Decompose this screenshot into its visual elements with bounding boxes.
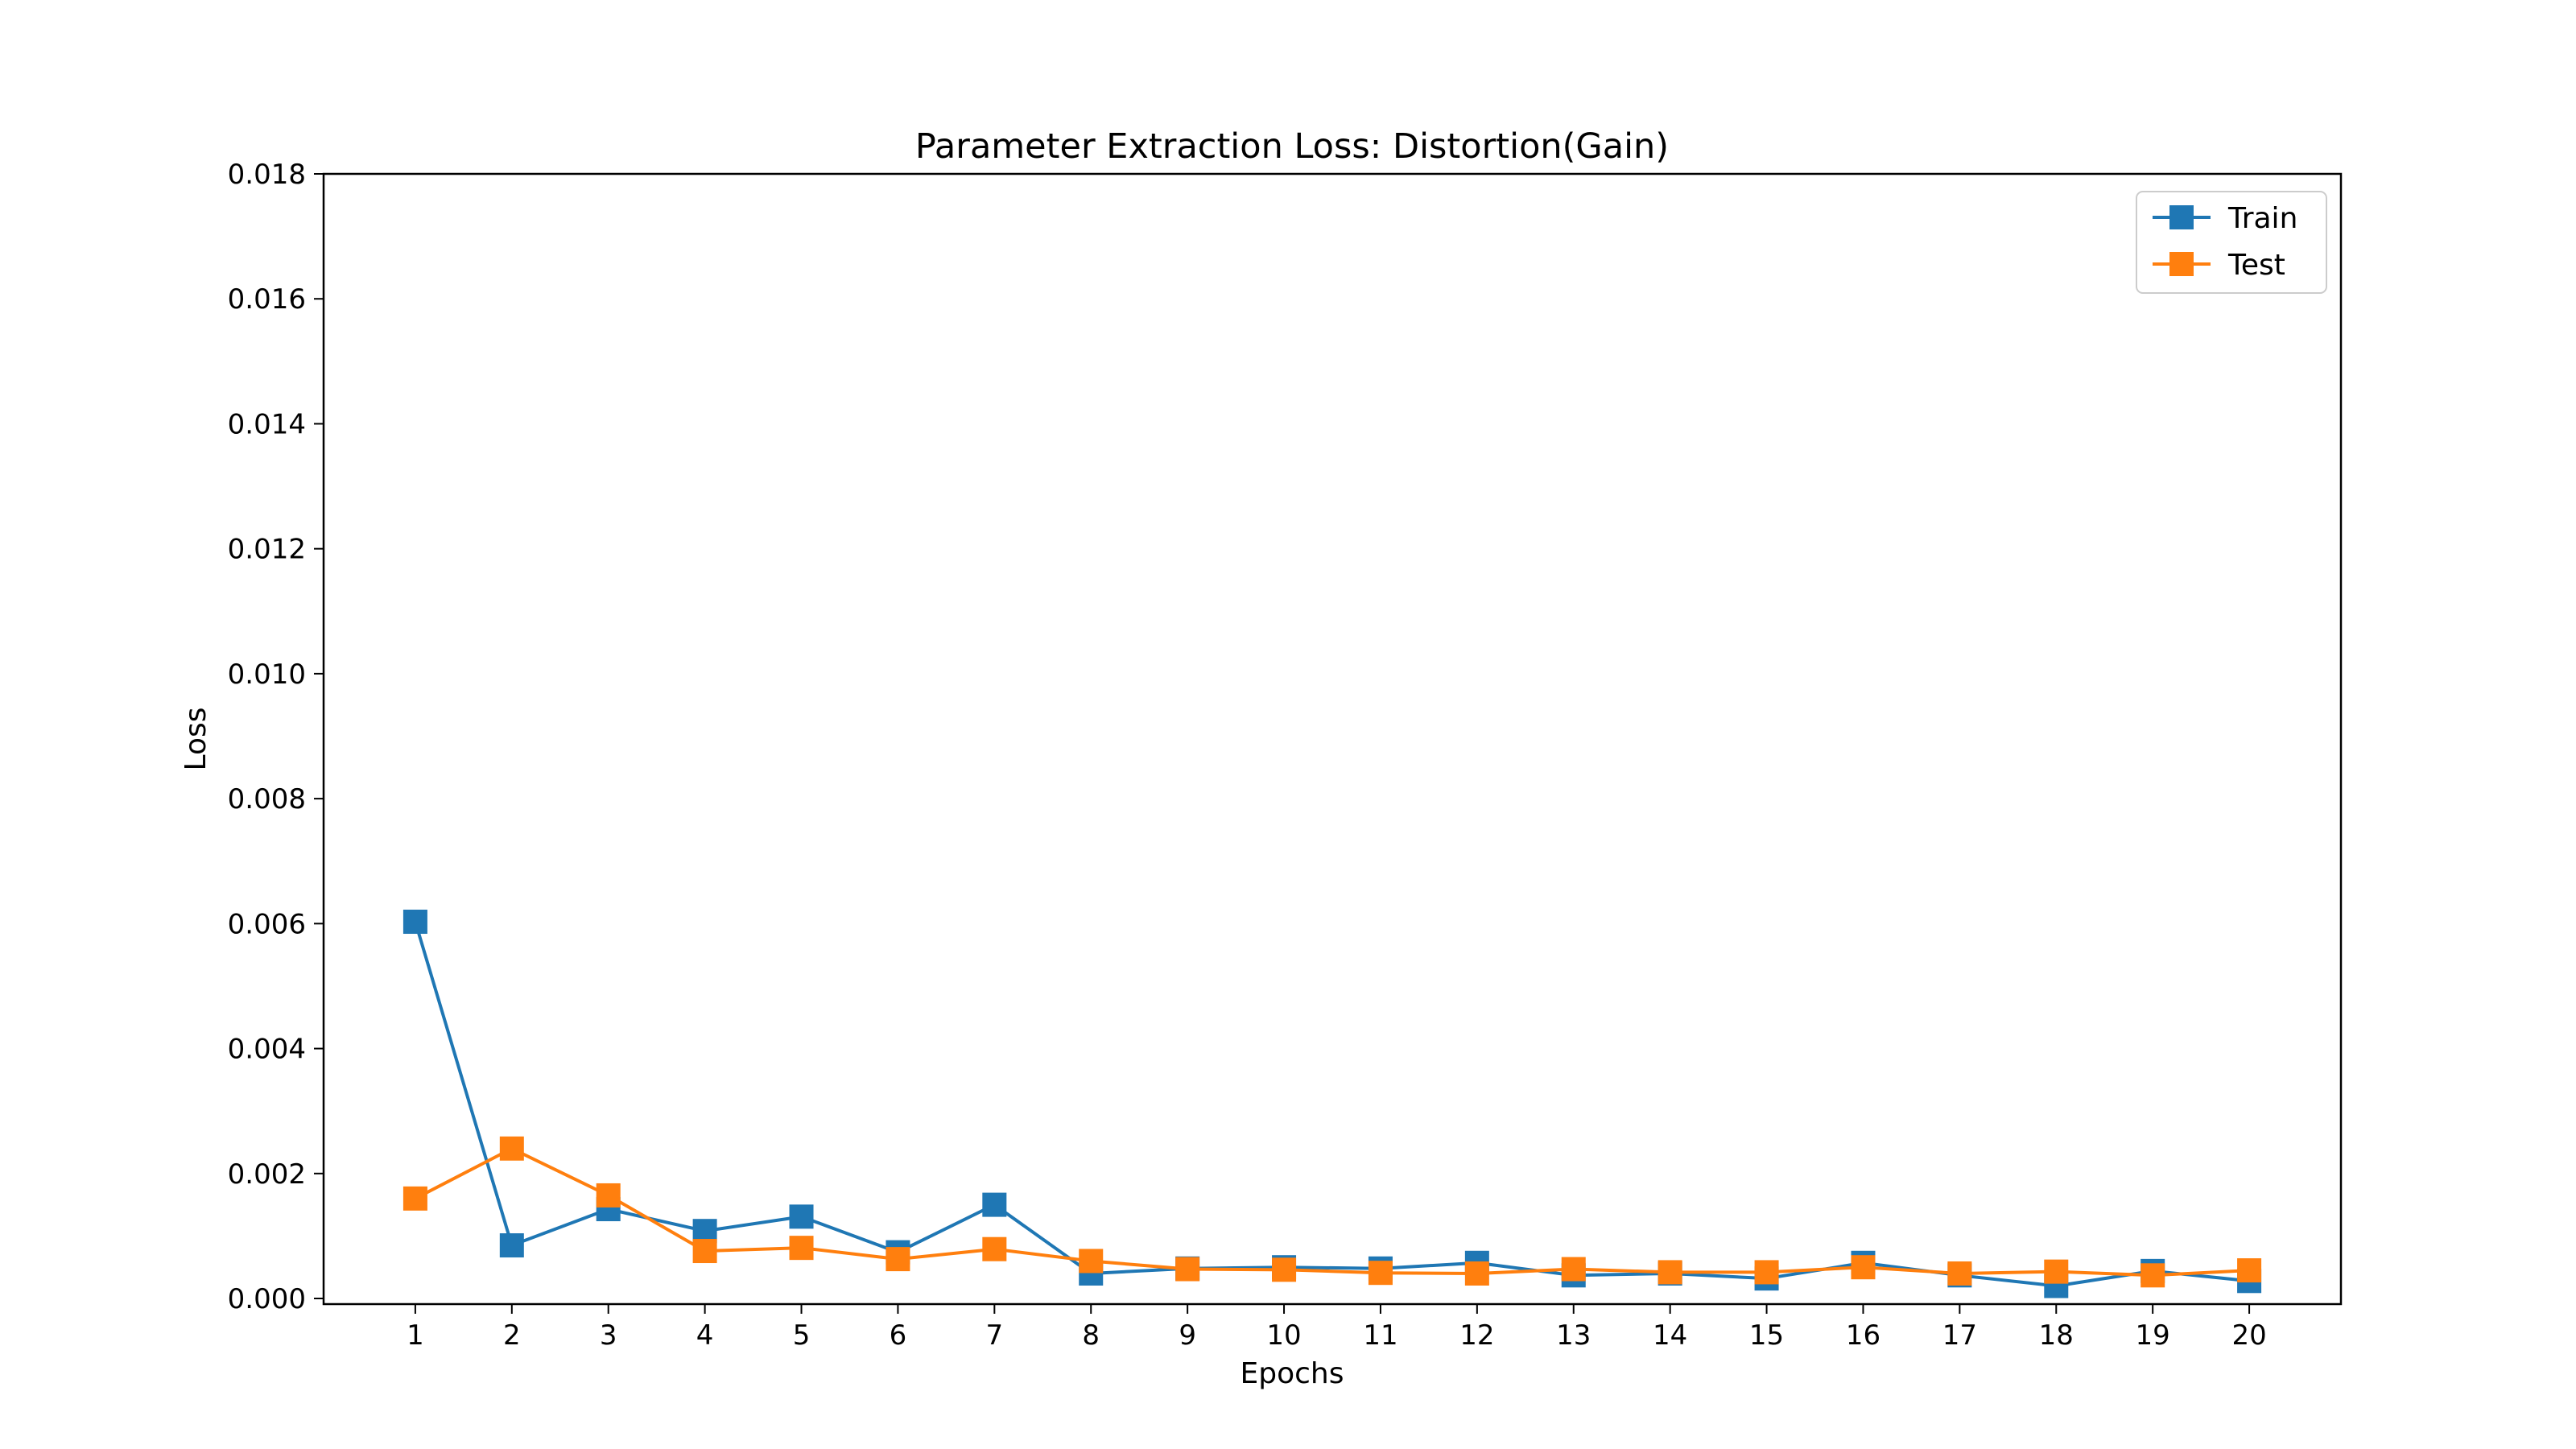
x-tick-label: 2 bbox=[503, 1319, 521, 1352]
x-tick-label: 19 bbox=[2136, 1319, 2170, 1352]
legend-label: Train bbox=[2227, 202, 2297, 235]
x-tick-label: 6 bbox=[890, 1319, 907, 1352]
data-point-train bbox=[402, 910, 427, 935]
x-tick-label: 12 bbox=[1459, 1319, 1494, 1352]
data-point-test bbox=[886, 1247, 910, 1272]
chart-title: Parameter Extraction Loss: Distortion(Ga… bbox=[915, 126, 1669, 167]
y-tick-label: 0.014 bbox=[228, 408, 306, 440]
y-tick-label: 0.008 bbox=[228, 783, 306, 815]
x-tick-label: 16 bbox=[1846, 1319, 1880, 1352]
data-point-test bbox=[1079, 1249, 1104, 1274]
data-point-test bbox=[1175, 1257, 1200, 1282]
x-tick-label: 9 bbox=[1179, 1319, 1196, 1352]
legend-marker bbox=[2169, 205, 2194, 229]
data-point-test bbox=[2140, 1263, 2165, 1288]
x-tick-label: 15 bbox=[1749, 1319, 1784, 1352]
data-point-test bbox=[1561, 1257, 1586, 1282]
legend-item-train: Train bbox=[2153, 202, 2297, 235]
y-tick-label: 0.000 bbox=[228, 1283, 306, 1315]
y-tick-label: 0.010 bbox=[228, 658, 306, 691]
data-point-train bbox=[789, 1204, 814, 1229]
x-tick-label: 14 bbox=[1653, 1319, 1687, 1352]
x-tick-label: 13 bbox=[1556, 1319, 1591, 1352]
data-point-test bbox=[1272, 1257, 1297, 1282]
data-point-test bbox=[2044, 1259, 2069, 1284]
data-point-test bbox=[1754, 1260, 1779, 1285]
data-point-train bbox=[982, 1192, 1007, 1217]
data-point-test bbox=[1947, 1261, 1972, 1286]
legend-item-test: Test bbox=[2153, 249, 2285, 282]
x-tick-label: 7 bbox=[986, 1319, 1004, 1352]
x-tick-label: 4 bbox=[696, 1319, 714, 1352]
y-tick-label: 0.016 bbox=[228, 283, 306, 316]
x-tick-label: 18 bbox=[2039, 1319, 2074, 1352]
y-tick-label: 0.018 bbox=[228, 159, 306, 191]
data-point-test bbox=[2237, 1258, 2262, 1283]
y-tick-label: 0.012 bbox=[228, 534, 306, 566]
data-point-test bbox=[596, 1183, 621, 1208]
y-tick-label: 0.004 bbox=[228, 1034, 306, 1066]
legend: Train Test bbox=[2136, 191, 2327, 294]
y-tick-label: 0.006 bbox=[228, 908, 306, 940]
x-tick-label: 8 bbox=[1082, 1319, 1100, 1352]
x-tick-label: 11 bbox=[1363, 1319, 1397, 1352]
x-axis-title: Epochs bbox=[1241, 1357, 1344, 1390]
y-axis-ticks: 0.000 0.002 0.004 0.006 0.008 0.010 0.012 0.014… bbox=[228, 159, 324, 1315]
x-tick-label: 20 bbox=[2231, 1319, 2266, 1352]
data-point-train bbox=[499, 1233, 524, 1258]
data-point-test bbox=[789, 1236, 814, 1261]
y-axis-title: Loss bbox=[180, 708, 213, 771]
legend-marker bbox=[2169, 252, 2194, 276]
data-point-test bbox=[1851, 1255, 1876, 1280]
plot-series bbox=[402, 910, 2262, 1298]
legend-label: Test bbox=[2227, 249, 2285, 282]
data-point-test bbox=[1368, 1261, 1393, 1286]
x-tick-label: 10 bbox=[1266, 1319, 1301, 1352]
series-test bbox=[402, 1136, 2262, 1288]
plot-frame bbox=[322, 172, 2343, 1306]
x-tick-label: 3 bbox=[600, 1319, 617, 1352]
data-point-test bbox=[499, 1136, 524, 1161]
data-point-test bbox=[982, 1236, 1007, 1261]
data-point-test bbox=[402, 1186, 427, 1211]
x-tick-label: 1 bbox=[407, 1319, 424, 1352]
data-point-test bbox=[1464, 1261, 1489, 1286]
x-tick-label: 5 bbox=[793, 1319, 811, 1352]
series-line-test bbox=[414, 1146, 2250, 1278]
x-axis-ticks: 1 2 3 4 5 6 7 8 9 10 11 12 13 14 15 16 17 18 19 20 bbox=[407, 1304, 2267, 1352]
y-tick-label: 0.002 bbox=[228, 1158, 306, 1191]
data-point-test bbox=[1657, 1260, 1682, 1285]
data-point-test bbox=[692, 1239, 717, 1264]
x-tick-label: 17 bbox=[1942, 1319, 1977, 1352]
